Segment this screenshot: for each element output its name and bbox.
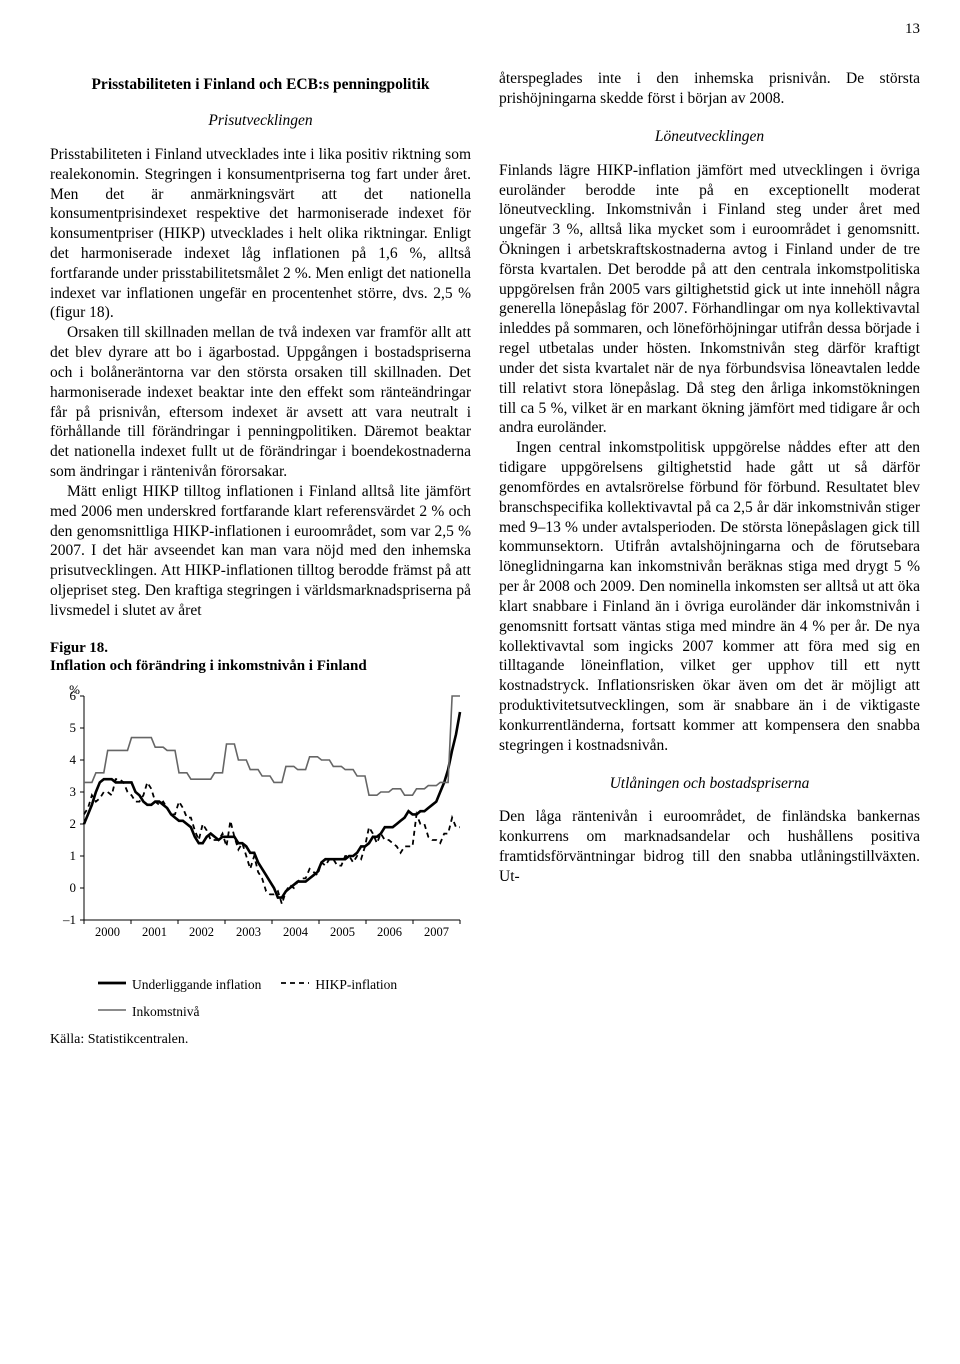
svg-text:2006: 2006 <box>377 925 402 939</box>
svg-text:4: 4 <box>70 752 77 767</box>
chart-svg: 6543210–1%200020012002200320042005200620… <box>50 682 470 942</box>
right-column: återspeglades inte i den inhemska prisni… <box>499 69 920 1048</box>
body-paragraph: Ingen central inkomstpolitisk uppgörelse… <box>499 438 920 755</box>
section-heading: Prisstabiliteten i Finland och ECB:s pen… <box>50 75 471 95</box>
legend-item: Underliggande inflation <box>98 976 261 993</box>
legend-label: Inkomstnivå <box>132 1003 200 1020</box>
svg-text:2007: 2007 <box>424 925 449 939</box>
svg-text:3: 3 <box>70 784 77 799</box>
svg-text:–1: –1 <box>62 912 76 927</box>
section-subheading: Löneutvecklingen <box>499 127 920 147</box>
body-paragraph: Mätt enligt HIKP tilltog inflationen i F… <box>50 482 471 621</box>
two-column-layout: Prisstabiliteten i Finland och ECB:s pen… <box>50 69 920 1048</box>
figure-number: Figur 18. <box>50 640 108 656</box>
chart-source: Källa: Statistikcentralen. <box>50 1031 471 1049</box>
section-subheading: Utlåningen och bostadspriserna <box>499 774 920 794</box>
legend-swatch <box>98 976 126 990</box>
page-number: 13 <box>50 20 920 39</box>
svg-text:2002: 2002 <box>189 925 214 939</box>
body-paragraph: Orsaken till skillnaden mellan de två in… <box>50 323 471 482</box>
svg-text:2: 2 <box>70 816 77 831</box>
legend-label: HIKP-inflation <box>315 976 397 993</box>
svg-text:%: % <box>69 682 80 697</box>
body-paragraph: Prisstabiliteten i Finland utvecklades i… <box>50 145 471 323</box>
svg-text:2004: 2004 <box>283 925 309 939</box>
body-paragraph: Finlands lägre HIKP-inflation jämfört me… <box>499 161 920 439</box>
svg-text:0: 0 <box>70 880 77 895</box>
body-paragraph: återspeglades inte i den inhemska prisni… <box>499 69 920 109</box>
line-chart: 6543210–1%200020012002200320042005200620… <box>50 682 470 972</box>
svg-text:2000: 2000 <box>95 925 120 939</box>
legend-label: Underliggande inflation <box>132 976 261 993</box>
left-column: Prisstabiliteten i Finland och ECB:s pen… <box>50 69 471 1048</box>
svg-text:1: 1 <box>70 848 77 863</box>
body-paragraph: Den låga räntenivån i euroområdet, de fi… <box>499 807 920 886</box>
section-subheading: Prisutvecklingen <box>50 111 471 131</box>
legend-item: Inkomstnivå <box>98 1003 200 1020</box>
legend-swatch <box>98 1003 126 1017</box>
figure-label: Figur 18. Inflation och förändring i ink… <box>50 639 471 677</box>
legend-swatch <box>281 976 309 990</box>
svg-text:2001: 2001 <box>142 925 167 939</box>
chart-legend: Underliggande inflation HIKP-inflation Ink… <box>50 976 471 1021</box>
svg-text:2005: 2005 <box>330 925 355 939</box>
figure-18: Figur 18. Inflation och förändring i ink… <box>50 639 471 1049</box>
legend-item: HIKP-inflation <box>281 976 397 993</box>
svg-text:5: 5 <box>70 720 77 735</box>
svg-text:2003: 2003 <box>236 925 261 939</box>
figure-caption: Inflation och förändring i inkomstnivån … <box>50 658 367 674</box>
